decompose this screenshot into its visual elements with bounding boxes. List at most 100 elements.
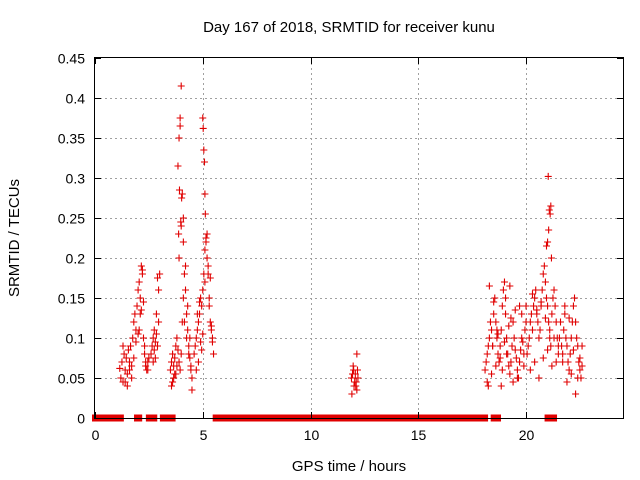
- data-point: [548, 362, 556, 370]
- data-point: [560, 326, 568, 334]
- data-point: [491, 294, 499, 302]
- data-point: [494, 350, 502, 358]
- data-point: [184, 302, 192, 310]
- data-point: [193, 310, 201, 318]
- data-point: [116, 364, 124, 372]
- data-point: [188, 374, 196, 382]
- data-point: [202, 234, 210, 242]
- y-tick-label: 0.15: [58, 291, 85, 307]
- data-point: [128, 374, 136, 382]
- x-tick-label: 20: [519, 427, 535, 443]
- data-point: [192, 366, 200, 374]
- data-point: [137, 262, 145, 270]
- data-point: [520, 362, 528, 370]
- data-point: [133, 302, 141, 310]
- data-point: [175, 254, 183, 262]
- data-point: [171, 354, 179, 362]
- data-point: [193, 326, 201, 334]
- data-point: [572, 318, 580, 326]
- data-point: [152, 330, 160, 338]
- data-point: [144, 366, 152, 374]
- data-point: [177, 82, 185, 90]
- data-point: [175, 134, 183, 142]
- data-point: [177, 350, 185, 358]
- data-point: [544, 172, 552, 180]
- data-point: [117, 374, 125, 382]
- data-point: [155, 318, 163, 326]
- data-point: [156, 270, 164, 278]
- data-point: [125, 366, 133, 374]
- x-tick-label: 10: [304, 427, 320, 443]
- data-point: [130, 318, 138, 326]
- data-point: [561, 310, 569, 318]
- y-tick-label: 0.05: [58, 371, 85, 387]
- data-point: [168, 358, 176, 366]
- data-point: [519, 338, 527, 346]
- data-point: [206, 274, 214, 282]
- data-point: [533, 306, 541, 314]
- data-point: [353, 350, 361, 358]
- data-point: [494, 330, 502, 338]
- data-point: [507, 314, 515, 322]
- data-point: [576, 354, 584, 362]
- data-point: [122, 354, 130, 362]
- data-point: [201, 190, 209, 198]
- data-point: [137, 306, 145, 314]
- data-point: [185, 342, 193, 350]
- data-point: [572, 390, 580, 398]
- data-point: [492, 362, 500, 370]
- data-point: [174, 162, 182, 170]
- data-point: [150, 346, 158, 354]
- data-point: [548, 310, 556, 318]
- data-point: [513, 366, 521, 374]
- data-point: [489, 342, 497, 350]
- data-point: [197, 294, 205, 302]
- data-point: [528, 290, 536, 298]
- data-point: [199, 114, 207, 122]
- plot-frame: [94, 57, 624, 419]
- data-point: [547, 342, 555, 350]
- data-point: [141, 342, 149, 350]
- data-point: [180, 270, 188, 278]
- data-point: [205, 294, 213, 302]
- data-point: [565, 314, 573, 322]
- x-tick-label: 5: [200, 427, 208, 443]
- y-tick-label: 0.4: [66, 91, 86, 107]
- data-point: [139, 334, 147, 342]
- data-point: [539, 354, 547, 362]
- data-point: [503, 350, 511, 358]
- data-point: [136, 310, 144, 318]
- data-point: [121, 378, 129, 386]
- data-point: [523, 350, 531, 358]
- data-point: [563, 378, 571, 386]
- data-point: [483, 378, 491, 386]
- data-point: [557, 318, 565, 326]
- data-point: [547, 202, 555, 210]
- data-point: [150, 326, 158, 334]
- data-point: [173, 334, 181, 342]
- data-point: [540, 262, 548, 270]
- data-point: [485, 282, 493, 290]
- data-point: [517, 346, 525, 354]
- data-point: [500, 278, 508, 286]
- data-point: [176, 122, 184, 130]
- data-point: [206, 318, 214, 326]
- data-point: [573, 334, 581, 342]
- data-point: [488, 370, 496, 378]
- data-point: [129, 334, 137, 342]
- data-point: [188, 386, 196, 394]
- data-point: [178, 194, 186, 202]
- data-point: [149, 358, 157, 366]
- data-point: [502, 310, 510, 318]
- data-point: [119, 342, 127, 350]
- data-point: [484, 382, 492, 390]
- data-point: [510, 334, 518, 342]
- y-axis-label: SRMTID / TECUs: [6, 179, 23, 297]
- data-point: [481, 366, 489, 374]
- data-point: [547, 254, 555, 262]
- data-point: [142, 358, 150, 366]
- data-point: [526, 318, 534, 326]
- data-point: [493, 326, 501, 334]
- data-point: [499, 286, 507, 294]
- data-point: [525, 334, 533, 342]
